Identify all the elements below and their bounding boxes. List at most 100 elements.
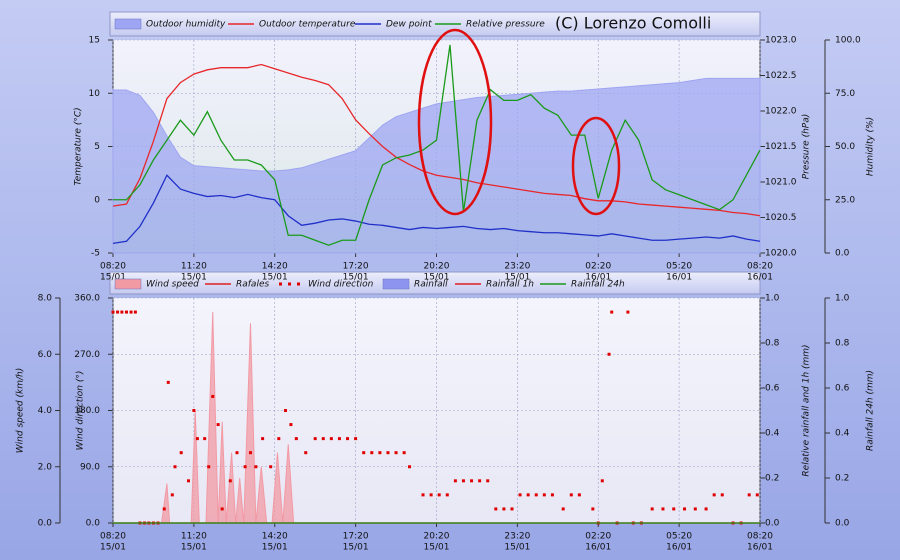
- axis-title: Wind direction (°): [76, 371, 86, 451]
- y-tick-label: 1.0: [765, 294, 780, 304]
- y-tick-label: 0.6: [765, 384, 780, 394]
- x-tick-label: 02:20: [585, 532, 611, 542]
- data-point: [207, 465, 211, 469]
- data-point: [321, 437, 325, 441]
- x-tick-label: 23:20: [504, 262, 530, 272]
- x-tick-label: 05:20: [666, 532, 692, 542]
- axis-title: Pressure (hPa): [802, 114, 812, 180]
- x-tick-label: 08:20: [100, 262, 126, 272]
- x-tick-date: 16/01: [666, 273, 692, 283]
- data-point: [607, 352, 611, 356]
- x-tick-date: 15/01: [424, 273, 450, 283]
- x-tick-date: 15/01: [100, 543, 126, 553]
- x-tick-date: 15/01: [343, 543, 369, 553]
- line: [113, 44, 761, 246]
- y-tick-label: 0.8: [765, 339, 780, 349]
- axis-title: Temperature (°C): [74, 107, 84, 185]
- data-point: [494, 507, 498, 511]
- x-tick-date: 16/01: [585, 273, 611, 283]
- legend-label: Outdoor humidity: [146, 20, 226, 30]
- data-point: [120, 310, 124, 314]
- data-point: [362, 451, 366, 455]
- data-point: [704, 507, 708, 511]
- y-tick-label: 1021.5: [765, 142, 797, 152]
- legend-swatch: [114, 278, 142, 290]
- y-tick-label: 0.4: [765, 429, 780, 439]
- y-tick-label: 0.0: [765, 519, 780, 529]
- legend-label: Dew point: [386, 20, 432, 30]
- legend-label: Wind direction: [308, 280, 374, 290]
- data-point: [261, 437, 265, 441]
- x-tick-date: 15/01: [181, 543, 207, 553]
- x-tick-label: 14:20: [262, 532, 288, 542]
- data-point: [248, 451, 252, 455]
- data-point: [502, 507, 506, 511]
- line: [112, 174, 761, 245]
- data-point: [378, 451, 382, 455]
- data-point: [166, 380, 170, 384]
- copyright: (C) Lorenzo Comolli: [555, 14, 711, 33]
- data-point: [661, 507, 665, 511]
- data-point: [173, 465, 177, 469]
- y-tick-label: 6.0: [38, 350, 53, 360]
- area: [112, 77, 761, 254]
- data-point: [294, 437, 298, 441]
- data-point: [124, 310, 128, 314]
- x-tick-label: 20:20: [424, 262, 450, 272]
- y-tick-label: 0.6: [835, 384, 850, 394]
- data-point: [518, 493, 522, 497]
- data-point: [550, 493, 554, 497]
- x-tick-date: 16/01: [747, 543, 773, 553]
- y-tick-label: 0.0: [86, 519, 101, 529]
- legend-swatch: [297, 282, 300, 286]
- data-point: [712, 493, 716, 497]
- data-point: [534, 493, 538, 497]
- y-tick-label: 0.2: [835, 474, 849, 484]
- y-tick-label: 270.0: [74, 350, 100, 360]
- y-tick-label: 50.0: [835, 142, 855, 152]
- data-point: [170, 493, 174, 497]
- data-point: [577, 493, 581, 497]
- y-tick-label: 0.8: [835, 339, 850, 349]
- data-point: [289, 423, 293, 427]
- data-point: [243, 465, 247, 469]
- data-point: [693, 507, 697, 511]
- legend-box: [109, 271, 761, 295]
- legend-label: Wind speed: [146, 280, 199, 290]
- legend-label: Rainfall: [414, 280, 448, 290]
- data-point: [133, 310, 137, 314]
- y-tick-label: 1021.0: [765, 178, 797, 188]
- y-tick-label: 90.0: [80, 462, 100, 472]
- y-tick-label: -5: [91, 249, 100, 259]
- data-point: [591, 507, 595, 511]
- data-point: [486, 479, 490, 483]
- data-point: [437, 493, 441, 497]
- data-point: [329, 437, 333, 441]
- x-tick-date: 15/01: [424, 543, 450, 553]
- data-point: [354, 437, 358, 441]
- highlight-ellipse: [417, 28, 493, 216]
- data-point: [569, 493, 573, 497]
- data-point: [235, 451, 239, 455]
- data-point: [542, 493, 546, 497]
- x-tick-label: 20:20: [424, 532, 450, 542]
- legend-label: Rainfall 24h: [571, 280, 625, 290]
- x-tick-label: 05:20: [666, 262, 692, 272]
- data-point: [561, 507, 565, 511]
- data-point: [277, 437, 281, 441]
- data-point: [386, 451, 390, 455]
- data-point: [179, 451, 183, 455]
- x-tick-label: 23:20: [504, 532, 530, 542]
- legend-label: Outdoor temperature: [259, 20, 356, 30]
- y-tick-label: 4.0: [38, 406, 53, 416]
- data-point: [284, 409, 288, 412]
- data-point: [610, 310, 614, 314]
- x-tick-label: 14:20: [262, 262, 288, 272]
- data-point: [526, 493, 530, 497]
- data-point: [408, 465, 412, 469]
- y-tick-label: 0.2: [765, 474, 779, 484]
- data-point: [192, 409, 196, 412]
- legend-label: Relative pressure: [466, 20, 545, 30]
- x-tick-label: 11:20: [181, 532, 207, 542]
